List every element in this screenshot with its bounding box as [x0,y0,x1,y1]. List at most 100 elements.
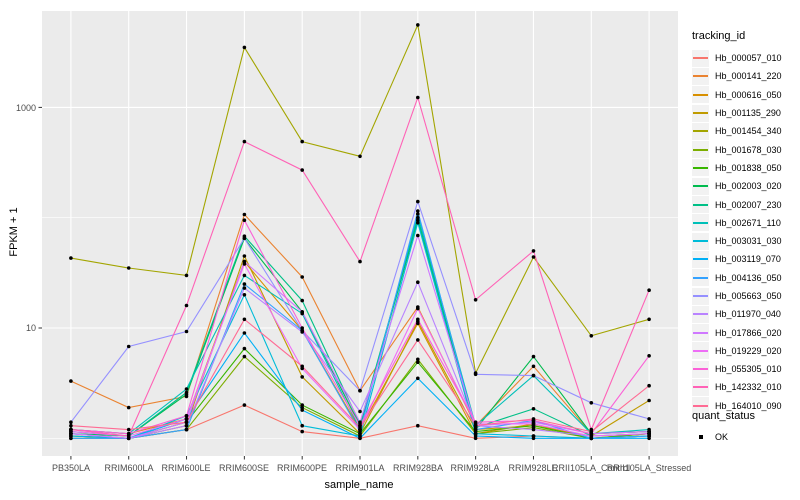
data-point [531,422,536,426]
data-point [184,329,189,334]
data-point [300,139,305,144]
data-point [242,236,247,241]
data-point [69,436,73,441]
legend-item: Hb_011970_040 [692,305,798,323]
data-point [184,420,189,425]
data-point [126,434,131,438]
data-point [300,275,305,279]
data-point [69,423,73,428]
data-point [473,298,478,302]
data-point [358,154,362,159]
x-tick-label-7: RRIM928LA [450,463,500,473]
legend-item: Hb_001454_340 [692,122,798,140]
data-point [416,220,420,225]
data-point [416,23,420,27]
data-point [416,376,420,381]
data-point [242,212,247,217]
y-tick-label-1000: 1000 [15,103,36,113]
data-point [184,427,189,432]
legend-key-line-icon [692,159,709,177]
x-tick-label-8: RRIM928LE [508,463,558,473]
data-point [184,303,189,308]
legend-item: Hb_019229_020 [692,342,798,360]
legend-key-line-icon [692,141,709,159]
legend-key-line-icon [692,177,709,195]
data-point [184,273,189,278]
data-point [242,331,247,335]
quant-status-legend: quant_status OK [692,410,798,446]
x-tick-label-9: RRII105LA_Control [551,463,631,473]
data-point [647,383,651,388]
data-point [416,338,420,342]
data-point [416,233,420,238]
data-point [647,354,651,358]
data-point [647,398,651,403]
legend-item: Hb_000616_050 [692,86,798,104]
legend-item: Hb_001678_030 [692,140,798,159]
black-point-icon [692,429,709,446]
data-point [416,357,420,362]
data-point [531,373,536,378]
data-point [300,375,305,379]
tracking-id-legend: tracking_id Hb_000057_010 Hb_000141_220 … [692,30,798,415]
legend-key-line-icon [692,122,709,140]
data-point [358,436,362,441]
legend-item: Hb_001838_050 [692,159,798,177]
data-point [647,431,651,436]
data-point [242,354,247,359]
legend-key-line-icon [692,86,709,104]
legend-item: Hb_002003_020 [692,177,798,195]
legend-key-line-icon [692,196,709,214]
data-point [416,280,420,285]
data-point [242,293,247,297]
data-point [589,401,594,405]
data-point [358,420,362,425]
legend-key-line-icon [692,250,709,268]
data-point [416,95,420,100]
legend-key-line-icon [692,397,709,415]
legend-key-line-icon [692,360,709,378]
data-point [416,209,420,213]
data-point [242,262,247,266]
data-point [242,403,247,407]
legend-item: Hb_003031_030 [692,232,798,250]
data-point [416,212,420,216]
x-tick-label-6: RRIM928BA [392,463,444,473]
data-point [358,409,362,414]
data-point [126,266,131,270]
legend-key-line-icon [692,67,709,85]
data-point [184,414,189,418]
legend-title: tracking_id [692,30,746,42]
data-point [300,326,305,330]
data-point [69,427,73,432]
legend-item: Hb_002007_230 [692,195,798,214]
data-point [473,423,478,428]
data-point [242,273,247,278]
data-point [416,360,420,365]
data-point [242,45,247,50]
data-point [358,425,362,430]
legend-item: Hb_164010_090 [692,397,798,415]
data-point [416,218,420,222]
x-tick-label-2: RRIM600LE [161,463,211,473]
y-tick-label-10: 10 [25,323,36,333]
data-point [647,417,651,421]
data-point [69,379,73,383]
data-point [242,282,247,286]
legend-item: Hb_000057_010 [692,49,798,67]
data-point [531,249,536,253]
x-axis-title: sample_name [324,479,394,491]
legend-key-line-icon [692,324,709,342]
data-point [473,434,478,438]
legend-item: Hb_001135_290 [692,104,798,122]
x-tick-label-5: RRIM901LA [335,463,385,473]
data-point [184,390,189,395]
data-point [647,317,651,322]
data-point [184,423,189,428]
data-point [358,388,362,393]
legend-key-line-icon [692,305,709,323]
data-point [416,199,420,204]
legend-key-line-icon [692,269,709,287]
x-tick-label-1: RRIM600LA [104,463,154,473]
